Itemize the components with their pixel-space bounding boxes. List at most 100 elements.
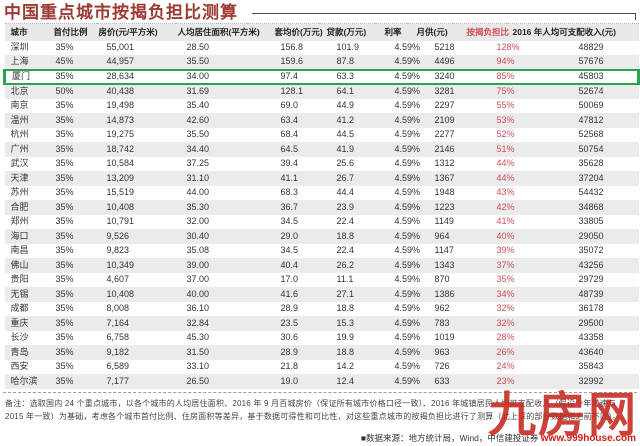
value-cell: 37.25 [186,158,210,169]
value-cell: 101.9 [336,42,360,53]
value-cell: 4.59% [394,259,421,270]
value-cell: 87.8 [336,56,355,67]
value-cell: 6,758 [106,332,130,343]
value-cell: 35% [55,288,74,299]
value-cell: 45.30 [186,332,210,343]
table-row: 温州 35% 14,873 42.60 63.4 41.2 4.59% 2109 53% 4781… [4,113,639,128]
value-cell: 4.59% [394,317,421,328]
value-cell: 4.59% [394,129,421,140]
value-cell: 39.00 [186,259,210,270]
value-cell: 9,182 [106,346,130,357]
column-header: 房价(元/平方米) [98,27,158,38]
value-cell: 25.6 [336,158,355,169]
value-cell: 19.9 [336,332,355,343]
column-header: 利率 [384,27,402,38]
value-cell: 1367 [434,172,455,183]
column-header: 人均居住面积(平方米) [177,27,260,38]
value-cell: 29729 [578,274,604,285]
value-cell: 35% [55,201,74,212]
value-cell: 57676 [578,56,604,67]
value-cell: 12.4 [336,375,355,386]
title-band: 中国重点城市按揭负担比测算 [0,0,640,23]
value-cell: 159.6 [280,56,304,67]
value-cell: 4.59% [394,42,421,53]
table-row: 杭州 35% 19,275 35.50 68.4 44.5 4.59% 2277 52% 5256… [5,128,639,143]
value-cell: 962 [434,303,450,314]
value-cell: 85% [452,68,515,85]
mortgage-burden-table: 城市 首付比例 房价(元/平方米) 人均居住面积(平方米) 套均价(万元) 贷款(万元) 利… [3,23,640,389]
value-cell: 726 [434,361,450,372]
value-cell: 2146 [434,143,455,154]
city-cell: 天津 [10,172,29,183]
value-cell: 1019 [434,332,455,343]
data-source-text: ■数据来源：地方统计局，Wind，中信建投证券 [360,433,541,443]
city-cell: 厦门 [3,68,47,85]
value-cell: 35.08 [186,245,210,256]
value-cell: 35.30 [186,201,210,212]
footnote: 备注：选取国内 24 个重点城市，以各个城市的人均居住面积、2016 年 9 月… [3,391,637,423]
value-cell: 5218 [434,42,455,53]
value-cell: 10,408 [106,288,135,299]
value-cell: 26% [496,346,515,357]
value-cell: 10,349 [106,259,135,270]
table-row: 合肥 35% 10,408 35.30 36.7 23.9 4.59% 1223 42% 3486… [4,200,639,215]
page-title: 中国重点城市按揭负担比测算 [4,3,238,22]
value-cell: 35.50 [186,56,210,67]
table-row: 长沙 35% 6,758 45.30 30.6 19.9 4.59% 1019 28% 43358 [5,331,639,346]
value-cell: 32.00 [186,216,210,227]
value-cell: 23.9 [336,201,355,212]
table-row: 天津 35% 13,209 31.10 41.1 26.7 4.59% 1367 44% 3720… [4,171,639,186]
value-cell: 94% [496,56,515,67]
value-cell: 4.59% [394,346,421,357]
value-cell: 28% [496,332,515,343]
value-cell: 35% [55,332,74,343]
value-cell: 4.59% [394,375,421,386]
value-cell: 35% [55,158,74,169]
value-cell: 45% [55,56,74,67]
city-cell: 西安 [10,361,29,372]
value-cell: 23% [496,375,515,386]
value-cell: 24% [496,361,515,372]
value-cell: 97.4 [246,68,319,85]
column-header: 贷款(万元) [326,27,367,38]
value-cell: 50% [55,86,74,97]
table-row: 上海 45% 44,957 35.50 159.6 87.8 4.59% 4496 94% 576… [4,55,639,70]
value-cell: 2297 [434,100,455,111]
value-cell: 35% [55,375,74,386]
value-cell: 26.50 [186,375,210,386]
city-cell: 贵阳 [10,274,29,285]
value-cell: 42% [496,201,515,212]
value-cell: 26.7 [336,172,355,183]
value-cell: 43% [496,187,515,198]
column-header: 套均价(万元) [274,27,323,38]
value-cell: 34.5 [280,216,299,227]
value-cell: 4.59% [394,86,421,97]
city-cell: 郑州 [10,216,29,227]
city-cell: 青岛 [10,346,29,357]
value-cell: 4.59% [394,245,421,256]
value-cell: 34868 [578,201,604,212]
table-row: 广州 35% 18,742 34.40 64.5 41.9 4.59% 2146 51% 5075… [4,142,639,157]
table-body: 深圳 35% 55,001 28.50 156.8 101.9 4.59% 5218 128% 4… [3,41,640,389]
value-cell: 52674 [578,86,604,97]
value-cell: 32992 [578,375,604,386]
value-cell: 64.5 [280,143,299,154]
value-cell: 42.60 [186,114,210,125]
value-cell: 41.1 [280,172,299,183]
value-cell: 32% [496,317,515,328]
value-cell: 18,742 [106,143,135,154]
value-cell: 40,438 [106,86,135,97]
value-cell: 40% [496,230,515,241]
value-cell: 28.9 [280,303,299,314]
value-cell: 48829 [578,42,604,53]
value-cell: 4.59% [394,288,421,299]
value-cell: 4.59% [394,158,421,169]
city-cell: 重庆 [10,317,29,328]
value-cell: 1312 [434,158,455,169]
column-header: 2016 年人均可支配收入(元) [512,27,616,38]
value-cell: 7,177 [106,375,130,386]
city-cell: 无锡 [10,288,29,299]
value-cell: 30.6 [280,332,299,343]
value-cell: 7,164 [106,317,130,328]
